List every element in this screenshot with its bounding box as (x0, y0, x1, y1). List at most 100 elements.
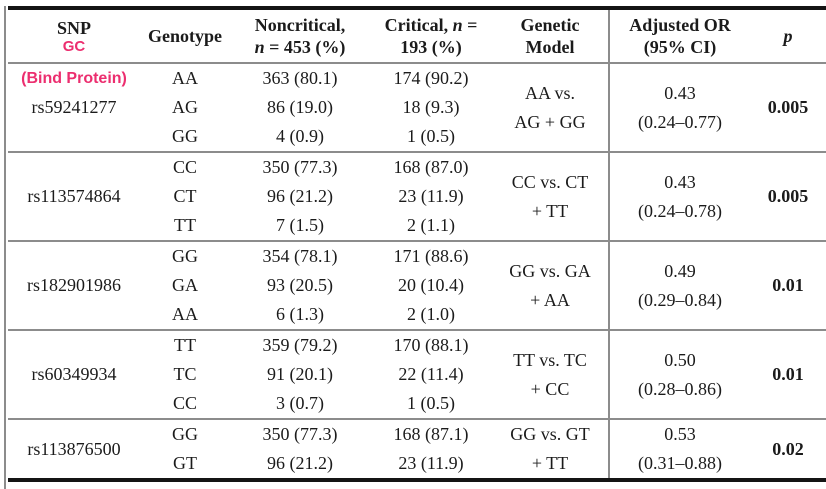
model-line: + TT (531, 453, 569, 473)
snp-stack: (Bind Protein) rs59241277 (8, 64, 140, 122)
noncritical-value: 91 (20.1) (267, 364, 333, 384)
header-critical-line2: 193 (%) (400, 37, 462, 57)
snp-cell: rs113876500 (8, 419, 140, 480)
noncritical-cell: 363 (80.1) 86 (19.0) 4 (0.9) (230, 63, 370, 152)
noncritical-value: 86 (19.0) (267, 97, 333, 117)
genotype-line: GG (172, 126, 198, 146)
genotype-cell: TT TC CC (140, 330, 230, 419)
model-line: GG vs. GA (509, 260, 591, 281)
genotype-line: TC (173, 364, 197, 384)
header-critical: Critical, n = 193 (%) (370, 6, 492, 64)
model-line: AA vs. (524, 82, 575, 103)
or-cell: 0.43 (0.24–0.78) (608, 152, 750, 241)
snp-stack: rs60349934 (8, 360, 140, 389)
genotype-line: CC (172, 157, 197, 177)
header-snp-gene-annotation: GC (62, 38, 86, 55)
snp-cell: rs182901986 (8, 241, 140, 330)
or-line: 0.50 (664, 349, 696, 370)
noncritical-value: 354 (78.1) (262, 246, 338, 266)
p-cell: 0.005 (750, 63, 826, 152)
p-value: 0.005 (767, 186, 809, 206)
model-line: TT vs. TC (513, 349, 587, 370)
p-cell: 0.01 (750, 330, 826, 419)
genotype-line: CC (172, 393, 197, 413)
or-line: 0.43 (664, 171, 696, 192)
noncritical-cell: 354 (78.1) 93 (20.5) 6 (1.3) (230, 241, 370, 330)
critical-value: 170 (88.1) (393, 335, 469, 355)
snp-id: rs182901986 (27, 275, 121, 295)
table-body: (Bind Protein) rs59241277 AA AG GG 363 (80.… (8, 63, 826, 480)
or-line: (0.31–0.88) (638, 453, 722, 473)
snp-id: rs60349934 (31, 364, 117, 384)
noncritical-value: 96 (21.2) (267, 186, 333, 206)
critical-value: 2 (1.0) (407, 304, 455, 324)
p-cell: 0.01 (750, 241, 826, 330)
header-genotype: Genotype (140, 6, 230, 64)
genotype-cell: AA AG GG (140, 63, 230, 152)
header-adjusted-or: Adjusted OR (95% CI) (608, 6, 750, 64)
header-model-line1: Genetic (520, 15, 580, 35)
noncritical-value: 363 (80.1) (262, 68, 338, 88)
or-line: (0.29–0.84) (638, 289, 722, 310)
snp-association-table: SNP GC Genotype Noncritical, n = 453 (%)… (8, 6, 826, 482)
genotype-line: GA (172, 275, 198, 295)
genotype-line: TT (174, 215, 196, 235)
header-noncritical-count: = 453 (%) (264, 37, 346, 57)
noncritical-value: 359 (79.2) (262, 335, 338, 355)
p-value: 0.005 (767, 97, 809, 117)
p-value: 0.01 (772, 275, 804, 295)
critical-value: 22 (11.4) (398, 364, 464, 384)
genotype-line: AG (172, 97, 198, 117)
genotype-cell: CC CT TT (140, 152, 230, 241)
critical-cell: 171 (88.6) 20 (10.4) 2 (1.0) (370, 241, 492, 330)
model-cell: CC vs. CT + TT (492, 152, 609, 241)
or-line: (0.28–0.86) (638, 378, 722, 399)
snp-group-row: rs60349934 TT TC CC 359 (79.2) 91 (20.1) 3 (… (8, 330, 826, 419)
model-line: + AA (530, 289, 570, 310)
critical-value: 168 (87.1) (393, 424, 469, 444)
or-line: (0.24–0.77) (638, 111, 722, 132)
critical-cell: 168 (87.1) 23 (11.9) (370, 419, 492, 480)
critical-cell: 168 (87.0) 23 (11.9) 2 (1.1) (370, 152, 492, 241)
noncritical-value: 4 (0.9) (276, 126, 324, 146)
noncritical-value: 350 (77.3) (262, 424, 338, 444)
noncritical-cell: 350 (77.3) 96 (21.2) (230, 419, 370, 480)
model-line: + CC (530, 378, 570, 399)
genotype-line: GG (172, 424, 198, 444)
genotype-line: CT (173, 186, 197, 206)
genotype-line: GT (173, 453, 197, 473)
genotype-line: AA (172, 304, 198, 324)
critical-value: 2 (1.1) (407, 215, 455, 235)
header-model-line2: Model (525, 37, 575, 57)
snp-group-row: rs182901986 GG GA AA 354 (78.1) 93 (20.5) 6 … (8, 241, 826, 330)
or-cell: 0.49 (0.29–0.84) (608, 241, 750, 330)
p-cell: 0.005 (750, 152, 826, 241)
snp-group-row: rs113876500 GG GT 350 (77.3) 96 (21.2) 168… (8, 419, 826, 480)
p-value: 0.02 (772, 438, 804, 459)
genotype-line: AA (172, 68, 198, 88)
noncritical-cell: 359 (79.2) 91 (20.1) 3 (0.7) (230, 330, 370, 419)
snp-id: rs113876500 (27, 438, 121, 459)
critical-cell: 174 (90.2) 18 (9.3) 1 (0.5) (370, 63, 492, 152)
table-header: SNP GC Genotype Noncritical, n = 453 (%)… (8, 6, 826, 64)
header-critical-line1: Critical, n = (370, 14, 492, 36)
critical-value: 23 (11.9) (398, 186, 464, 206)
model-line: CC vs. CT (511, 171, 589, 192)
header-snp-label: SNP (56, 18, 91, 38)
critical-value: 1 (0.5) (407, 126, 455, 146)
or-line: 0.43 (664, 82, 696, 103)
critical-value: 171 (88.6) (393, 246, 469, 266)
model-cell: AA vs. AG + GG (492, 63, 609, 152)
critical-cell: 170 (88.1) 22 (11.4) 1 (0.5) (370, 330, 492, 419)
header-critical-prefix: Critical, (384, 15, 453, 35)
model-line: + TT (531, 200, 569, 221)
header-critical-suffix: = (462, 15, 478, 35)
header-p: p (750, 6, 826, 64)
or-line: (0.24–0.78) (638, 200, 722, 221)
header-critical-n: n (452, 15, 463, 35)
critical-value: 18 (9.3) (402, 97, 460, 117)
header-noncritical-line1: Noncritical, (254, 15, 346, 35)
model-cell: TT vs. TC + CC (492, 330, 609, 419)
snp-gene-annotation: (Bind Protein) (21, 70, 127, 87)
snp-id: rs113574864 (27, 186, 121, 206)
